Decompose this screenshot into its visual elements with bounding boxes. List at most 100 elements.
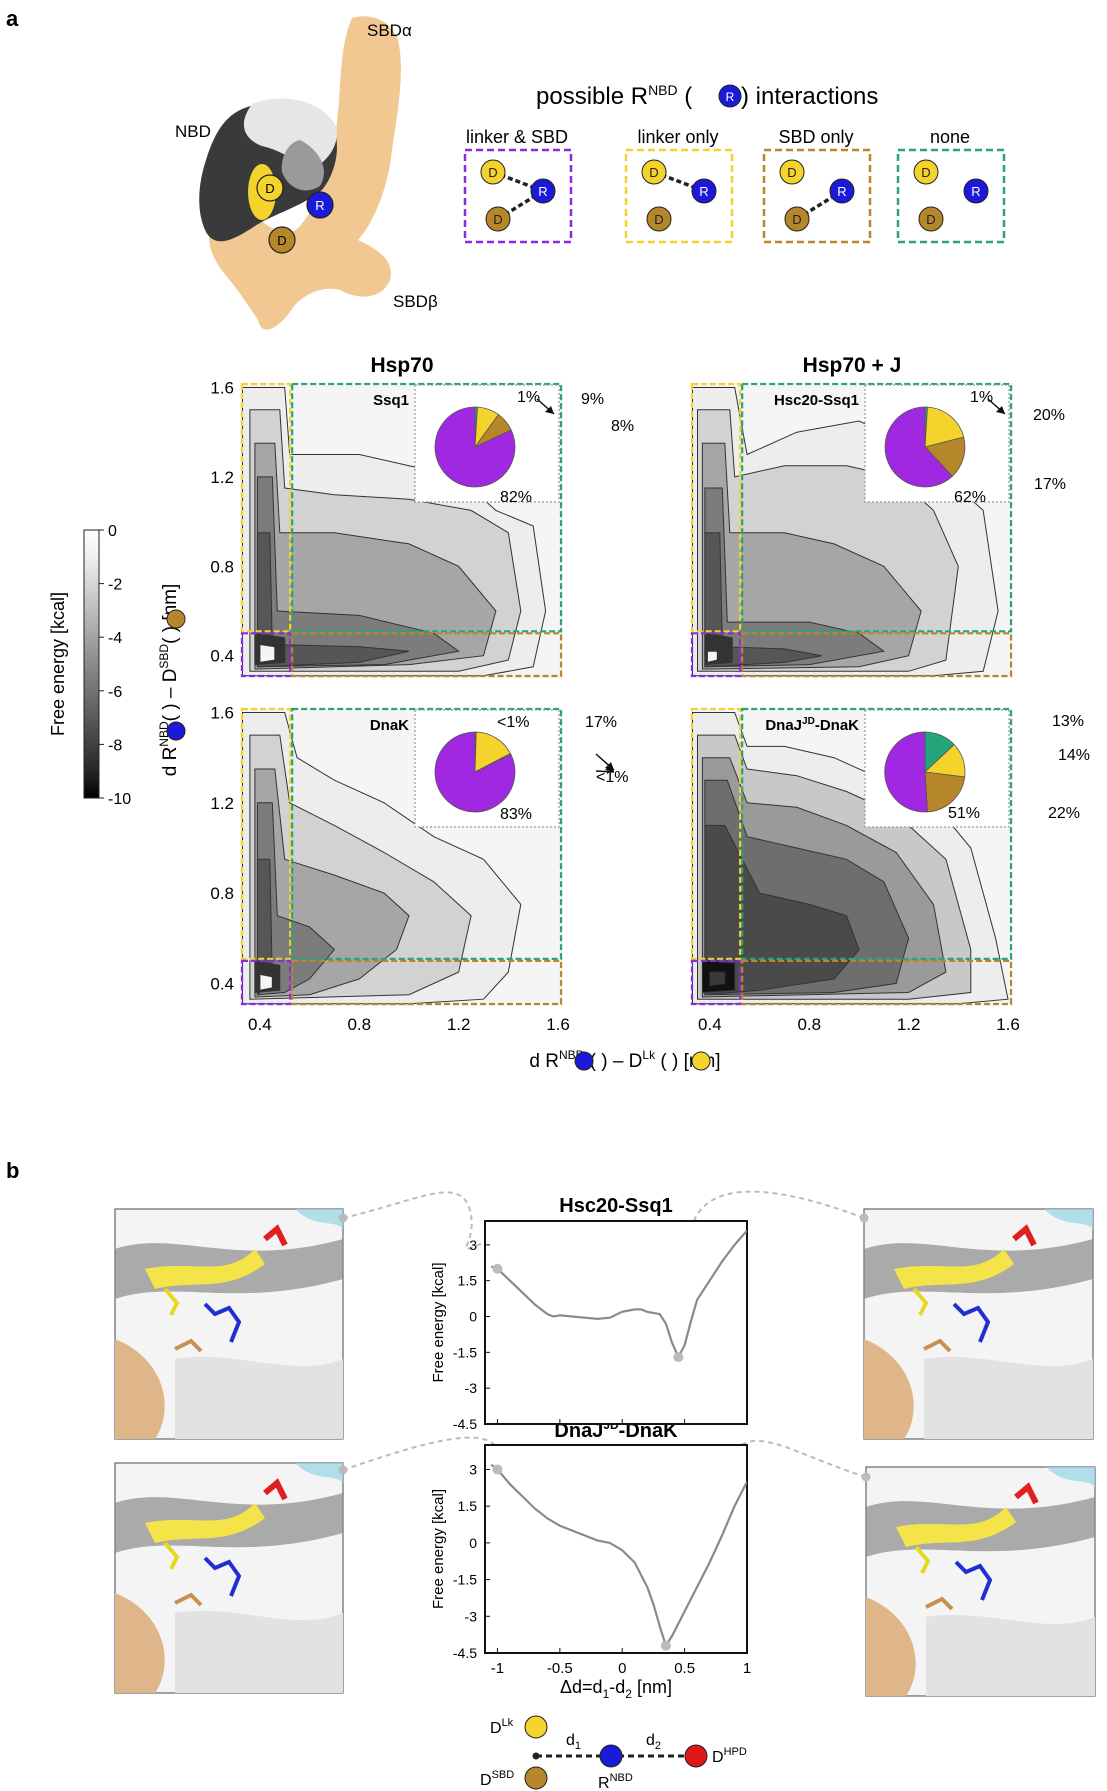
structure-residue-d-sbd: D [277,233,286,248]
pie-label: 8% [611,418,634,435]
snapshot-asp-linker [163,1541,180,1570]
y-tick-label: 0.4 [210,647,234,666]
scheme-label-2: SBD only [778,127,853,147]
scheme-dlk-0-letter: D [488,165,497,180]
heatmap-contours [242,387,547,677]
x-tick-label: 1.6 [546,1015,570,1034]
snapshot-white-domain [924,1356,1093,1439]
free-energy-maps: Ssq1 Hsc20-Ssq1 DnaK DnaJJD-DnaK 1% 9% 8% 82% 1%… [210,378,1090,1034]
region-none [291,707,563,960]
snapshot-asp-sbd [925,1596,954,1611]
column-title-hsp70-j: Hsp70 + J [803,354,902,377]
region-sbd-only [291,959,563,1006]
colorbar-tick-label: -4 [108,630,122,647]
scheme-box-0 [463,148,573,244]
scheme-dlk-1 [641,159,667,185]
legend-rnbd-label: RNBD [598,1772,633,1791]
plot-title-hsc20-ssq1: Hsc20-Ssq1 [559,1195,672,1217]
x-label-blue-circle [574,1051,594,1071]
snapshot-2 [114,1462,344,1694]
snapshot-asp-sbd [923,1338,952,1353]
curve-group [490,1463,747,1649]
x-tick-label: 0.4 [698,1015,722,1034]
legend-dhpd-icon [684,1744,708,1768]
heatmap-panel-3: DnaJJD-DnaK [690,707,1013,1006]
y-tick-label: 0.8 [210,884,234,903]
pie-label: 20% [1033,407,1065,424]
y-tick-label: 1.6 [210,378,234,397]
legend-dhpd-label: DHPD [712,1746,747,1766]
y-tick-label: -4.5 [453,1416,477,1432]
label-nbd: NBD [175,122,211,141]
snapshot-tan-domain [864,1339,914,1439]
highlight-point-minimum [660,1640,671,1651]
free-energy-curve [490,1229,747,1360]
pie-slice [884,731,928,813]
legend-dsbd-icon [524,1766,548,1790]
snapshot-white-domain [175,1356,343,1439]
protein-structure-illustration: D R D [199,16,401,330]
scheme-r-2-letter: R [837,184,846,199]
y-label-brown-circle [166,609,186,629]
line-plot-frame [484,1444,748,1654]
region-linker-only [240,707,292,960]
y-label-blue-circle [166,721,186,741]
pie-slice [884,406,953,488]
colorbar-tick-label: 0 [108,523,117,540]
region-linker-only [240,382,292,633]
pie-slice [434,731,516,813]
snapshot-white-domain [926,1614,1095,1696]
x-tick-label: -0.5 [547,1660,573,1677]
scheme-dsbd-3 [918,206,944,232]
snapshot-hpd-sidechain [263,1224,288,1247]
scheme-dsbd-0-letter: D [493,212,502,227]
scheme-dlk-3-letter: D [921,165,930,180]
pie-pointer-head [605,764,614,772]
snapshot-arg-sidechain [954,1560,993,1601]
region-sbd-only [741,959,1013,1006]
curve-group [490,1229,747,1360]
colorbar-label: Free energy [kcal] [48,592,68,736]
x-tick-label: 0.5 [674,1660,695,1677]
scheme-dlk-0 [480,159,506,185]
snapshot-tan-domain [115,1593,165,1693]
scheme-dsbd-0 [485,206,511,232]
x-tick-label: 0.4 [248,1015,272,1034]
region-none [741,382,1013,633]
region-linker-only [690,707,742,960]
colorbar-tick-label: -10 [108,791,131,808]
free-energy-curve [490,1463,747,1649]
legend-d1: d1 [566,1732,581,1752]
y-tick-label: 0.8 [210,557,234,576]
y-tick-label: 1.6 [210,704,234,723]
svg-text:R: R [726,90,735,104]
snapshot-1 [863,1208,1094,1440]
region-none [741,707,1013,960]
x-tick-label: 1.2 [897,1015,921,1034]
snapshot-arg-sidechain [203,1556,242,1597]
column-title-hsp70: Hsp70 [370,354,433,377]
pie-label: 22% [1048,805,1080,822]
y-tick-label: 1.2 [210,468,234,487]
panel-a-letter: a [6,6,19,31]
pie-label: 1% [517,389,540,406]
pie-label: 1% [970,389,993,406]
contour-level-3 [704,487,886,668]
x-axis-label-panel-b: Δd=d1-d2 [nm] [560,1677,672,1701]
x-tick-label: -1 [491,1660,504,1677]
interactions-title-r-icon [718,84,742,108]
y-tick-label: -3 [465,1380,478,1396]
region-linker-only [690,382,742,633]
snapshot-yellow-strand [894,1249,1014,1289]
pie-label: 51% [948,805,980,822]
y-tick-label: 1.5 [458,1498,478,1514]
scheme-r-2 [829,178,855,204]
legend-dlk-icon [524,1715,548,1739]
scheme-r-0 [530,178,556,204]
panel-label-2: DnaK [370,717,409,734]
x-tick-label: 0 [618,1660,626,1677]
colorbar-tick-label: -2 [108,577,122,594]
scheme-dsbd-2 [784,206,810,232]
